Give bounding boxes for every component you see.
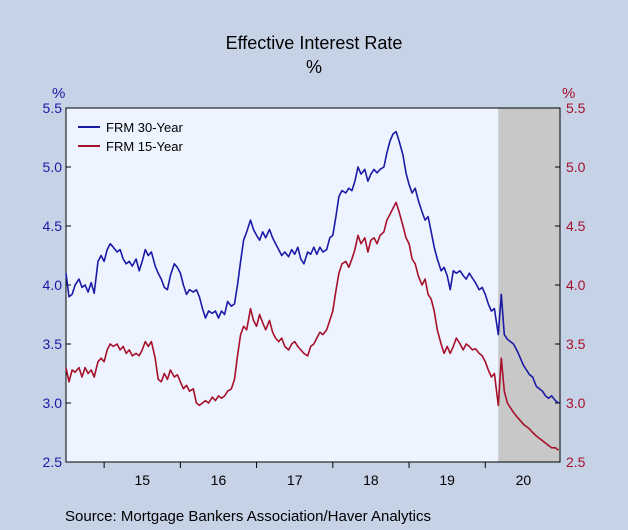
left-axis-unit: % (52, 85, 66, 102)
y-tick-label-right: 3.0 (566, 395, 586, 411)
legend-label: FRM 30-Year (106, 120, 183, 135)
series-lines (65, 130, 559, 451)
y-tick-label-right: 3.5 (566, 336, 586, 352)
y-tick-label-left: 4.0 (43, 277, 63, 293)
y-tick-label-right: 4.0 (566, 277, 586, 293)
y-tick-label-left: 4.5 (43, 218, 63, 234)
legend-label: FRM 15-Year (106, 139, 183, 154)
recession-shading (498, 108, 560, 462)
y-tick-label-left: 5.0 (43, 159, 63, 175)
plot-area (66, 108, 560, 462)
y-tick-label-left: 5.5 (43, 100, 63, 116)
x-tick-label: 17 (287, 472, 303, 488)
y-tick-label-left: 2.5 (43, 454, 63, 470)
series-line-1 (65, 130, 559, 404)
source-note: Source: Mortgage Bankers Association/Hav… (65, 508, 432, 525)
x-tick-label: 18 (363, 472, 379, 488)
y-tick-label-left: 3.5 (43, 336, 63, 352)
x-tick-label: 20 (516, 472, 532, 488)
chart-subtitle: % (305, 57, 322, 77)
x-tick-label: 19 (439, 472, 455, 488)
y-tick-label-right: 2.5 (566, 454, 586, 470)
y-tick-label-right: 4.5 (566, 218, 586, 234)
x-tick-label: 16 (211, 472, 227, 488)
y-tick-label-right: 5.0 (566, 159, 586, 175)
right-axis-unit: % (562, 85, 576, 102)
series-line-2 (65, 201, 559, 451)
y-tick-label-left: 3.0 (43, 395, 63, 411)
x-tick-label: 15 (134, 472, 150, 488)
y-tick-label-right: 5.5 (566, 100, 586, 116)
chart-title: Effective Interest Rate (225, 33, 403, 53)
